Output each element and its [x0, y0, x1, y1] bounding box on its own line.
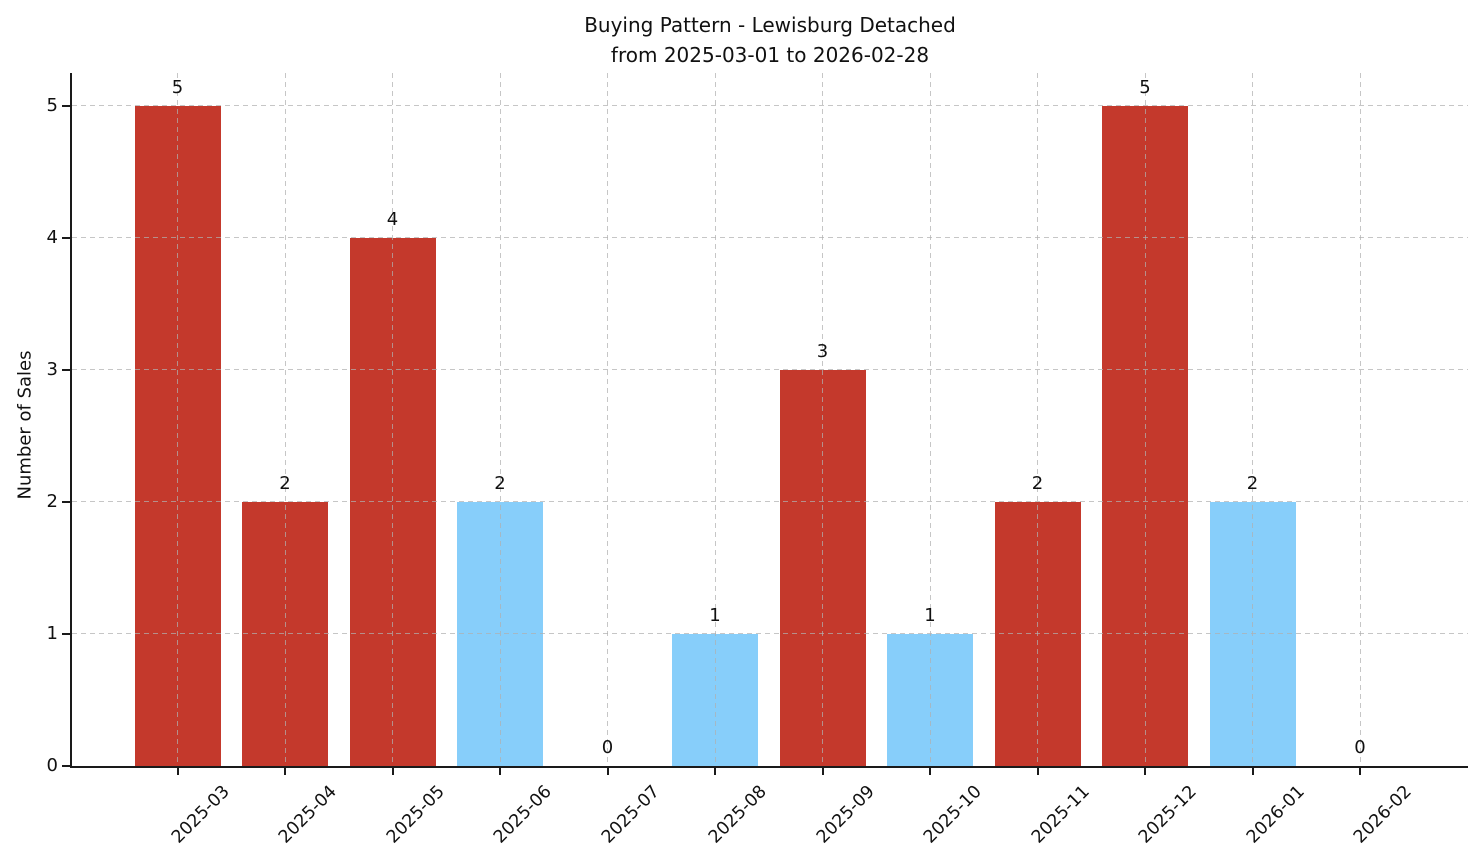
x-tick: [821, 767, 824, 775]
bar-value-label: 5: [1139, 77, 1151, 98]
x-tick: [606, 767, 609, 775]
gridline-vertical: [177, 73, 178, 766]
x-tick: [499, 767, 501, 775]
gridline-vertical: [607, 73, 608, 766]
gridline-vertical: [1359, 73, 1361, 766]
x-tick: [176, 767, 179, 775]
chart-subtitle: from 2025-03-01 to 2026-02-28: [610, 43, 930, 67]
gridline-vertical: [1144, 73, 1146, 766]
x-tick: [1359, 767, 1361, 775]
x-tick-label: 2026-02: [1349, 781, 1416, 848]
y-tick: [62, 765, 70, 767]
gridline-vertical: [1252, 73, 1253, 766]
bar-value-label: 3: [816, 341, 829, 362]
y-axis-spine: [70, 73, 72, 766]
y-tick: [62, 237, 70, 239]
gridline-horizontal: [72, 105, 1468, 106]
y-tick: [62, 369, 70, 371]
x-axis-spine: [70, 766, 1468, 768]
bar-value-label: 2: [279, 473, 291, 494]
y-tick-label: 1: [46, 623, 58, 644]
gridline-vertical: [822, 73, 823, 766]
gridline-horizontal: [72, 237, 1468, 238]
bar-value-label: 1: [709, 605, 721, 626]
gridline-vertical: [1037, 73, 1038, 766]
y-tick-label: 4: [46, 227, 58, 248]
x-tick: [1251, 767, 1254, 775]
x-tick: [929, 767, 931, 775]
y-tick-label: 2: [46, 491, 58, 512]
bar-value-label: 1: [924, 605, 936, 626]
y-tick: [62, 501, 70, 503]
y-tick-label: 3: [46, 359, 58, 380]
x-tick-label: 2025-11: [1027, 781, 1094, 848]
bar-value-label: 5: [171, 77, 184, 98]
x-tick-label: 2025-12: [1134, 781, 1201, 848]
chart-title-block: Buying Pattern - Lewisburg Detached from…: [72, 10, 1468, 70]
y-tick-label: 5: [46, 95, 58, 116]
bar-value-label: 4: [386, 209, 399, 230]
gridline-vertical: [714, 73, 716, 766]
y-tick: [62, 633, 70, 635]
x-tick-label: 2025-04: [274, 781, 341, 848]
x-tick-label: 2025-09: [812, 781, 879, 848]
gridline-horizontal: [72, 501, 1468, 502]
bar-value-label: 0: [601, 737, 614, 758]
y-tick-label: 0: [46, 755, 58, 776]
gridline-vertical: [499, 73, 501, 766]
x-tick-label: 2025-10: [919, 781, 986, 848]
x-tick-label: 2025-08: [704, 781, 771, 848]
bar-value-label: 0: [1354, 737, 1366, 758]
plot-area: [70, 73, 1468, 768]
bar-value-label: 2: [1246, 473, 1259, 494]
bar-value-label: 2: [494, 473, 506, 494]
y-tick: [62, 105, 70, 107]
gridline-horizontal: [72, 633, 1468, 634]
x-tick: [714, 767, 716, 775]
x-tick-label: 2025-06: [489, 781, 556, 848]
x-tick: [284, 767, 286, 775]
x-tick-label: 2025-05: [382, 781, 449, 848]
gridline-vertical: [392, 73, 393, 766]
chart-title: Buying Pattern - Lewisburg Detached: [584, 13, 956, 37]
x-tick-label: 2025-07: [597, 781, 664, 848]
bar-value-label: 2: [1031, 473, 1044, 494]
gridline-horizontal: [72, 369, 1468, 370]
gridline-vertical: [284, 73, 286, 766]
x-tick: [391, 767, 394, 775]
x-tick: [1036, 767, 1039, 775]
x-tick: [1144, 767, 1146, 775]
gridline-vertical: [929, 73, 931, 766]
x-tick-label: 2025-03: [167, 781, 234, 848]
x-tick-label: 2026-01: [1242, 781, 1309, 848]
